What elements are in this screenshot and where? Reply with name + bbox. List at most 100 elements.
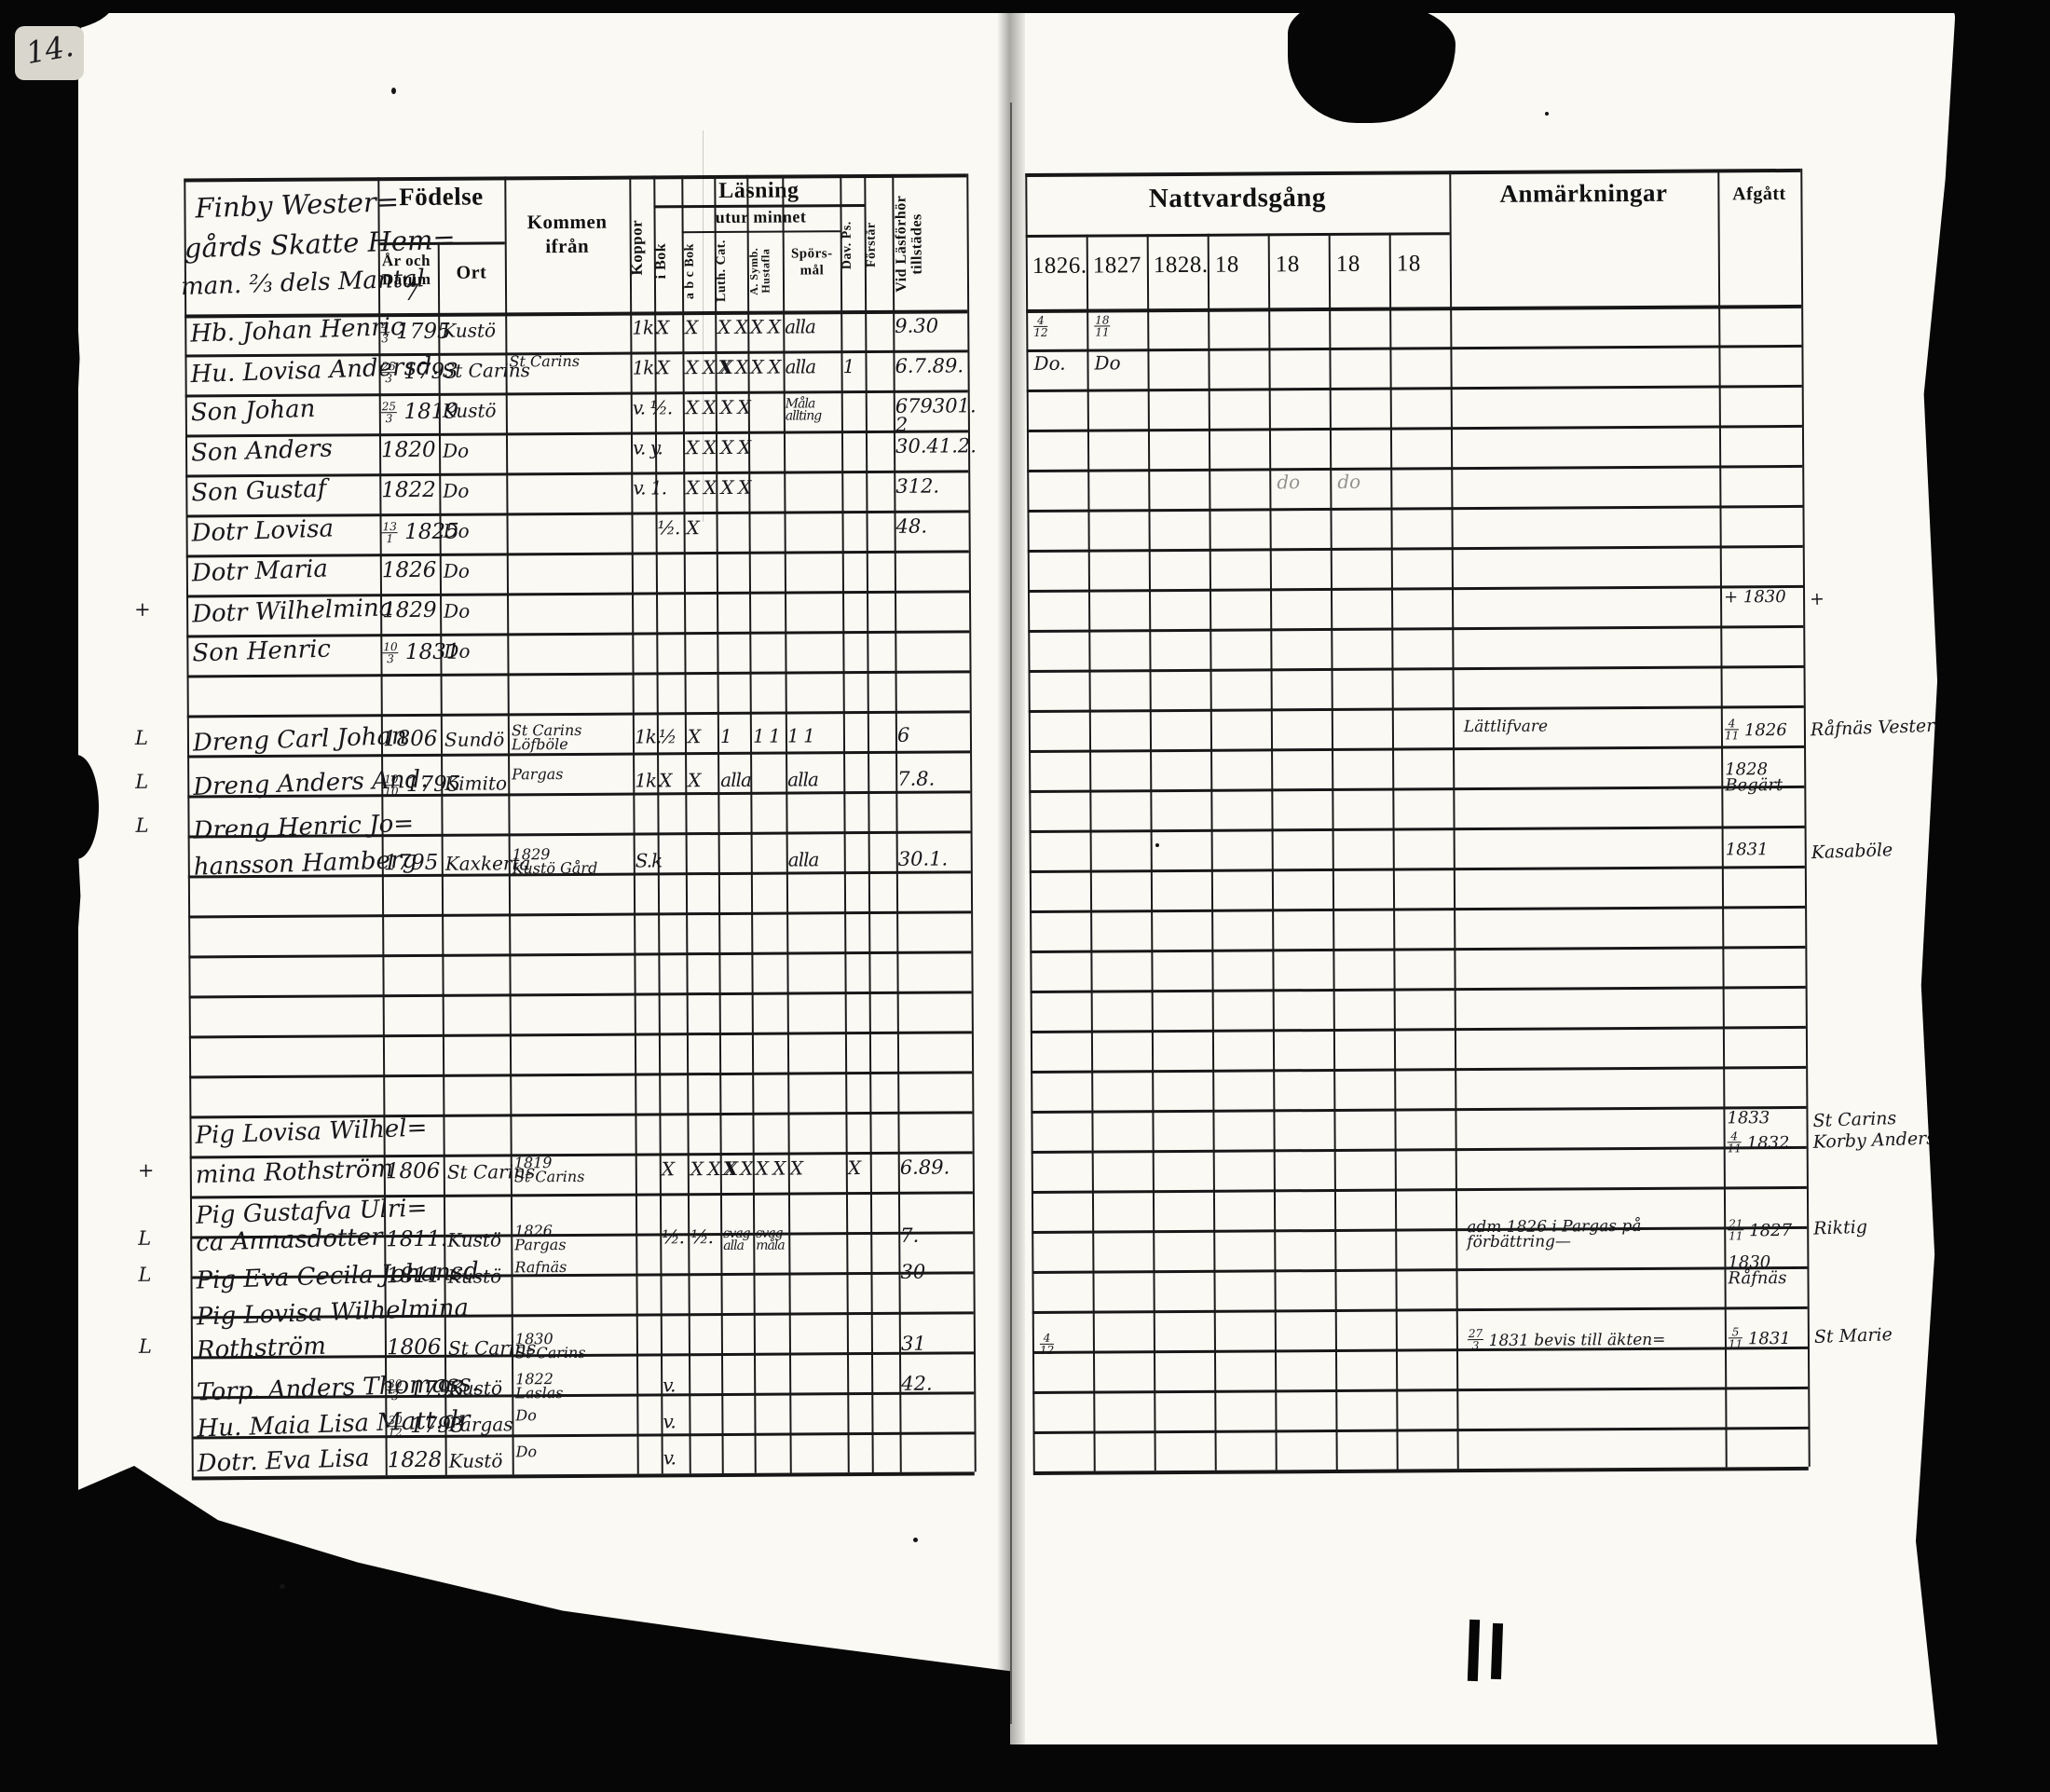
fodelse-split-line <box>377 241 505 246</box>
entry-examination-attendance: 30 <box>900 1260 926 1283</box>
entry-reading-mark-ib: X <box>661 1157 675 1181</box>
entry-name: Pig Lovisa Wilhel= <box>195 1114 428 1150</box>
margin-mark: + <box>134 597 151 621</box>
entry-birth-place: Do <box>442 439 470 462</box>
row-line <box>1029 785 1805 793</box>
entry-reading-mark-sy: svag måla <box>756 1225 785 1254</box>
header-fodelse: Födelse <box>399 182 484 212</box>
row-line <box>1027 544 1803 553</box>
margin-mark: L <box>135 770 149 793</box>
entry-came-from: St Carins Löfböle <box>511 720 582 754</box>
margin-mark: L <box>138 1334 152 1359</box>
fold-crease-line <box>1010 103 1012 1724</box>
year-column-line <box>1086 234 1096 1471</box>
entry-name: Son Gustaf <box>190 474 327 508</box>
entry-name: Son Anders <box>190 434 334 468</box>
entry-communion-mark: Do. <box>1033 351 1066 375</box>
page-number-patch <box>15 26 84 80</box>
entry-reading-mark-ib: ½. <box>657 516 680 540</box>
entry-birth-date: 1829 <box>382 597 437 623</box>
entry-remark: 27 3 1831 bevis till äkten= <box>1467 1327 1666 1353</box>
dust-speck <box>1155 843 1159 847</box>
entry-birth-place: Pargas <box>448 1413 513 1436</box>
entry-reading-mark-abc: X <box>686 516 699 540</box>
entry-name: Dreng Carl Johan <box>192 721 408 758</box>
entry-departed: + 1830 <box>1723 587 1786 608</box>
entry-name: Dotr Wilhelmina <box>191 594 394 629</box>
row-line <box>1032 1225 1808 1234</box>
entry-examination-attendance: 42. <box>901 1372 933 1396</box>
entry-birth-date: 1811 <box>386 1263 442 1288</box>
entry-examination-attendance: 7. <box>900 1224 920 1247</box>
entry-communion-mark: 18 11 <box>1094 313 1111 339</box>
row-line <box>1026 344 1802 352</box>
entry-examination-attendance: 30.1. <box>897 847 949 870</box>
entry-name: mina Rothström <box>195 1155 394 1190</box>
entry-reading-mark-ib: X <box>656 316 669 339</box>
entry-reading-mark-kop: S.k <box>635 849 663 872</box>
entry-name: Dotr Maria <box>191 554 329 588</box>
entry-name: Hb. Johan Henric <box>189 312 405 349</box>
margin-mark: + <box>137 1158 155 1182</box>
entry-name: Pig Gustafva Ulri= <box>195 1194 428 1230</box>
nattvardsgang-underline <box>1025 232 1450 238</box>
entry-reading-mark-kop: 1k. <box>634 724 662 748</box>
entry-examination-attendance: 6.89. <box>899 1156 950 1179</box>
header-luth-cat: Luth. Cat. <box>714 239 730 303</box>
row-line <box>1026 424 1802 432</box>
entry-birth-date: 1806 <box>385 1158 441 1184</box>
entry-examination-attendance: 6.7.89. <box>895 354 964 377</box>
entry-departed: 1830 Råfnäs <box>1728 1252 1787 1289</box>
row-line <box>1028 704 1804 713</box>
row-line <box>188 910 972 919</box>
header-nattvardsgang: Nattvardsgång <box>1148 183 1327 214</box>
entry-examination-attendance: 9.30 <box>895 314 939 337</box>
entry-departed: 1831 <box>1725 840 1769 860</box>
entry-communion-mark: do <box>1337 470 1361 493</box>
entry-name: Dotr Lovisa <box>191 514 335 548</box>
row-line <box>1027 584 1803 593</box>
entry-margin-note: + <box>1809 588 1825 610</box>
entry-came-from: Pargas <box>512 764 564 784</box>
header-afgatt: Afgått <box>1732 183 1786 205</box>
row-line <box>1032 1346 1808 1354</box>
film-edge-left <box>0 0 84 1792</box>
header-kommen-ifran: Kommen ifrån <box>526 210 608 258</box>
entry-reading-mark-lc: X X <box>722 1156 753 1180</box>
entry-departed: 4 11 1832 <box>1727 1129 1790 1155</box>
row-line <box>1030 985 1806 993</box>
row-line <box>1032 1386 1809 1394</box>
year-column-line <box>1388 232 1399 1470</box>
entry-reading-mark-kop: v. 1. <box>633 476 667 499</box>
entry-came-from: St Carins <box>509 351 581 371</box>
header-lasning: Läsning <box>718 178 800 203</box>
entry-reading-mark-sp: alla <box>785 355 816 378</box>
year-column-line <box>1207 233 1217 1471</box>
header-ar-och-datum: År och Datum <box>381 251 431 289</box>
entry-birth-date: 1822 <box>381 477 436 503</box>
margin-mark: L <box>135 814 149 838</box>
entry-examination-attendance: 312. <box>895 474 940 498</box>
entry-reading-mark-kop: v. y. <box>632 436 663 459</box>
row-line <box>1028 664 1804 673</box>
entry-examination-attendance: 7.8. <box>897 767 936 790</box>
entry-departed: 4 11 1826 <box>1724 716 1787 743</box>
entry-name: Son Johan <box>190 394 316 428</box>
entry-remark: adm 1826 i Pargas på förbättring— <box>1467 1217 1642 1252</box>
entry-reading-mark-abc: X <box>685 316 698 339</box>
entry-reading-mark-sy: 1 1 <box>752 724 780 747</box>
entry-reading-mark-kop: v. ½. <box>632 396 673 419</box>
entry-reading-mark-sp: alla <box>785 315 815 338</box>
entry-examination-attendance: 30.41.2. <box>895 434 977 458</box>
paper-sheet <box>78 7 1955 1756</box>
entry-came-from: 1819 St Carins <box>513 1154 585 1186</box>
header-abc-bok: a b c Bok <box>682 243 698 300</box>
row-line <box>1030 905 1806 913</box>
entry-birth-place: Sundö <box>444 728 505 751</box>
entry-reading-mark-ib: X <box>659 769 672 792</box>
entry-birth-place: Kustö <box>448 1449 503 1472</box>
dust-speck <box>280 1584 285 1589</box>
entry-birth-date: 1806 <box>386 1335 442 1361</box>
entry-reading-mark-abc: X X X X <box>686 475 751 499</box>
